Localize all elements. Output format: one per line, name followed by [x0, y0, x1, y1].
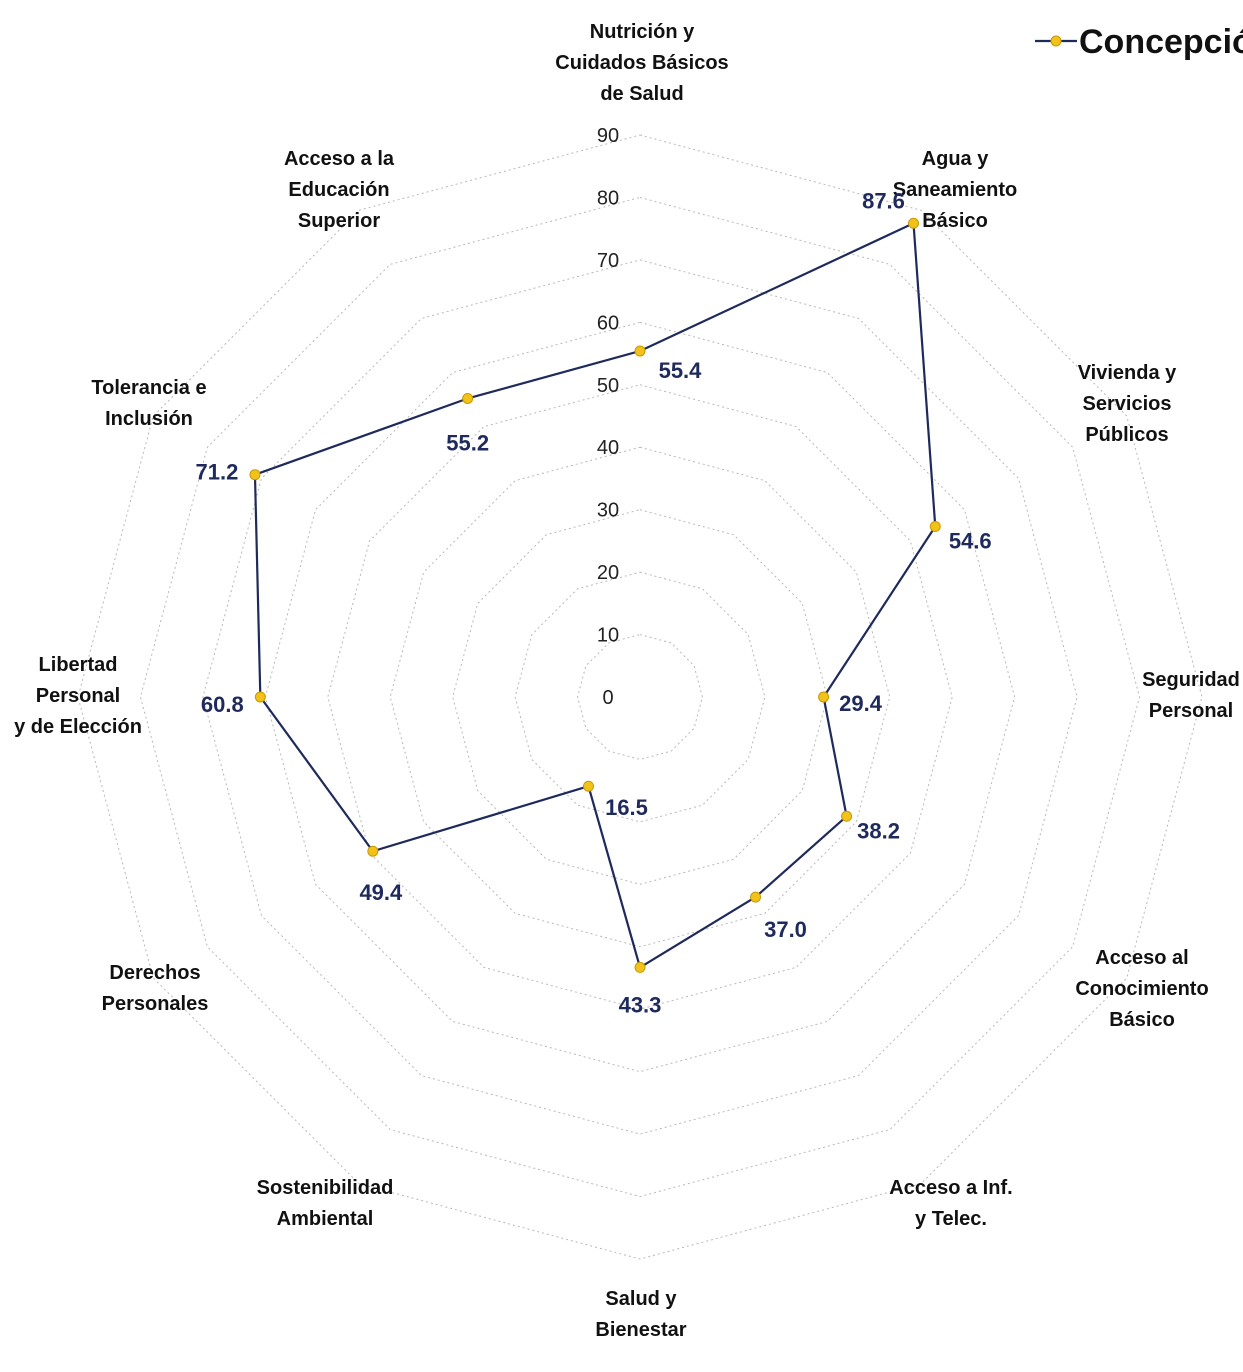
radial-tick-label: 40: [597, 437, 619, 459]
grid-layer: [77, 134, 1203, 1260]
category-label-line: Saneamiento: [893, 179, 1017, 201]
category-label-line: Básico: [922, 210, 988, 232]
radial-tick-label: 80: [597, 187, 619, 209]
radial-tick-label: 30: [597, 500, 619, 522]
legend[interactable]: Concepción: [1035, 23, 1243, 61]
data-label: 55.4: [659, 358, 703, 383]
data-point: [634, 961, 646, 973]
category-label-line: Acceso al: [1095, 947, 1188, 969]
data-point: [462, 392, 474, 404]
legend-marker-swatch: [1050, 35, 1062, 47]
category-label-line: y Telec.: [915, 1208, 987, 1230]
grid-ring: [327, 384, 953, 1010]
category-label: Agua y Saneamiento Básico: [893, 148, 1017, 232]
data-label: 55.2: [446, 430, 489, 455]
radial-tick-label: 70: [597, 250, 619, 272]
category-label: Derechos Personales: [102, 962, 209, 1015]
category-label-line: Acceso a Inf.: [889, 1177, 1012, 1199]
category-label-line: de Salud: [600, 83, 683, 105]
category-labels: Nutrición y Cuidados Básicos de Salud Agua …: [14, 21, 1240, 1341]
category-label: Nutrición y Cuidados Básicos de Salud: [555, 21, 728, 105]
radial-tick-label: 90: [597, 125, 619, 147]
grid-ring: [389, 446, 891, 948]
category-label-line: Tolerancia e: [91, 377, 206, 399]
data-label: 71.2: [196, 460, 239, 485]
category-label-line: Sostenibilidad: [257, 1177, 394, 1199]
category-label: Acceso al Conocimiento Básico: [1075, 947, 1208, 1031]
grid-ring: [452, 509, 828, 885]
grid-ring: [139, 196, 1141, 1198]
data-label: 37.0: [764, 917, 807, 942]
radial-tick-label: 20: [597, 562, 619, 584]
category-label-line: Acceso a la: [284, 148, 395, 170]
category-label: Libertad Personal y de Elección: [14, 654, 142, 738]
category-label-line: Ambiental: [277, 1208, 374, 1230]
data-point: [908, 217, 920, 229]
category-label: Vivienda y Servicios Públicos: [1078, 362, 1177, 446]
category-label-line: Personales: [102, 993, 209, 1015]
data-label: 16.5: [605, 795, 648, 820]
data-label: 54.6: [949, 529, 992, 554]
category-label-line: Básico: [1109, 1009, 1175, 1031]
category-label-line: y de Elección: [14, 716, 142, 738]
data-label: 60.8: [201, 692, 244, 717]
series-line: [253, 222, 937, 969]
radial-tick-label: 50: [597, 375, 619, 397]
data-point: [249, 469, 261, 481]
data-point: [367, 845, 379, 857]
data-label: 49.4: [359, 880, 403, 905]
data-point: [841, 810, 853, 822]
grid-ring: [264, 321, 1016, 1073]
category-label: Acceso a la Educación Superior: [284, 148, 395, 232]
category-label-line: Conocimiento: [1075, 978, 1208, 1000]
category-label-line: Nutrición y: [590, 21, 695, 43]
category-label-line: Personal: [36, 685, 120, 707]
radial-tick-label: 0: [602, 687, 613, 709]
data-point: [582, 780, 594, 792]
data-label: 87.6: [862, 188, 905, 213]
category-label-line: Públicos: [1085, 424, 1168, 446]
data-point: [634, 345, 646, 357]
category-label-line: Servicios: [1083, 393, 1172, 415]
category-label: Acceso a Inf. y Telec.: [889, 1177, 1012, 1230]
legend-series-name: Concepción: [1079, 23, 1243, 61]
category-label-line: Derechos: [109, 962, 200, 984]
category-label-line: Inclusión: [105, 408, 193, 430]
grid-ring: [577, 634, 703, 760]
category-label-line: Superior: [298, 210, 380, 232]
data-point: [929, 521, 941, 533]
category-label: Seguridad Personal: [1142, 669, 1240, 722]
radial-tick-label: 60: [597, 312, 619, 334]
category-label-line: Agua y: [922, 148, 990, 170]
category-label-line: Personal: [1149, 700, 1233, 722]
category-label: Salud y Bienestar: [595, 1288, 686, 1341]
category-label: Tolerancia e Inclusión: [91, 377, 206, 430]
category-label-line: Bienestar: [595, 1319, 686, 1341]
radial-tick-labels: 0 10 20 30 40 50 60 70 80 90: [597, 125, 619, 709]
category-label: Sostenibilidad Ambiental: [257, 1177, 394, 1230]
category-label-line: Educación: [288, 179, 389, 201]
data-point: [254, 691, 266, 703]
category-label-line: Seguridad: [1142, 669, 1240, 691]
category-label-line: Cuidados Básicos: [555, 52, 728, 74]
grid-ring: [77, 134, 1203, 1260]
data-label: 38.2: [857, 818, 900, 843]
data-point: [750, 891, 762, 903]
data-label: 43.3: [619, 992, 662, 1017]
grid-ring: [514, 571, 766, 823]
category-label-line: Vivienda y: [1078, 362, 1177, 384]
category-label-line: Libertad: [39, 654, 118, 676]
radial-tick-label: 10: [597, 625, 619, 647]
category-label-line: Salud y: [605, 1288, 677, 1310]
data-point: [818, 691, 830, 703]
series-layer: 55.4 87.6 54.6 29.4 38.2 37.0 43.3 16.5 49.4 60.8…: [196, 188, 992, 1017]
data-label: 29.4: [839, 691, 883, 716]
